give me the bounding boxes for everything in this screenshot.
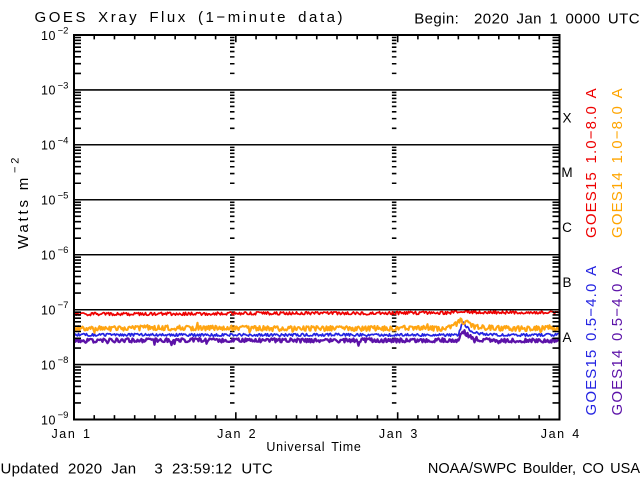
svg-text:GOES14 0.5−4.0 A: GOES14 0.5−4.0 A bbox=[609, 265, 626, 416]
svg-text:Jan 1: Jan 1 bbox=[51, 427, 91, 441]
svg-text:Begin: 2020 Jan 1 0000 UTC: Begin: 2020 Jan 1 0000 UTC bbox=[414, 11, 640, 28]
svg-text:Watts m−2: Watts m−2 bbox=[10, 155, 33, 249]
svg-text:Updated 2020 Jan 3 23:59:12 U: Updated 2020 Jan 3 23:59:12 UTC bbox=[1, 461, 273, 478]
svg-text:C: C bbox=[562, 220, 572, 235]
svg-text:Jan 2: Jan 2 bbox=[217, 427, 257, 441]
svg-text:GOES15 1.0−8.0 A: GOES15 1.0−8.0 A bbox=[583, 87, 600, 238]
svg-text:Jan 3: Jan 3 bbox=[379, 427, 419, 441]
svg-text:NOAA/SWPC Boulder, CO USA: NOAA/SWPC Boulder, CO USA bbox=[428, 461, 640, 477]
svg-text:M: M bbox=[561, 165, 572, 180]
svg-text:GOES Xray Flux (1−minute data): GOES Xray Flux (1−minute data) bbox=[35, 9, 346, 26]
svg-text:Jan 4: Jan 4 bbox=[541, 427, 581, 441]
svg-text:A: A bbox=[562, 330, 571, 345]
svg-text:B: B bbox=[562, 275, 571, 290]
svg-text:GOES15 0.5−4.0 A: GOES15 0.5−4.0 A bbox=[583, 265, 600, 416]
svg-text:Universal Time: Universal Time bbox=[266, 440, 361, 454]
svg-text:X: X bbox=[562, 110, 571, 125]
svg-text:GOES14 1.0−8.0 A: GOES14 1.0−8.0 A bbox=[609, 87, 626, 238]
